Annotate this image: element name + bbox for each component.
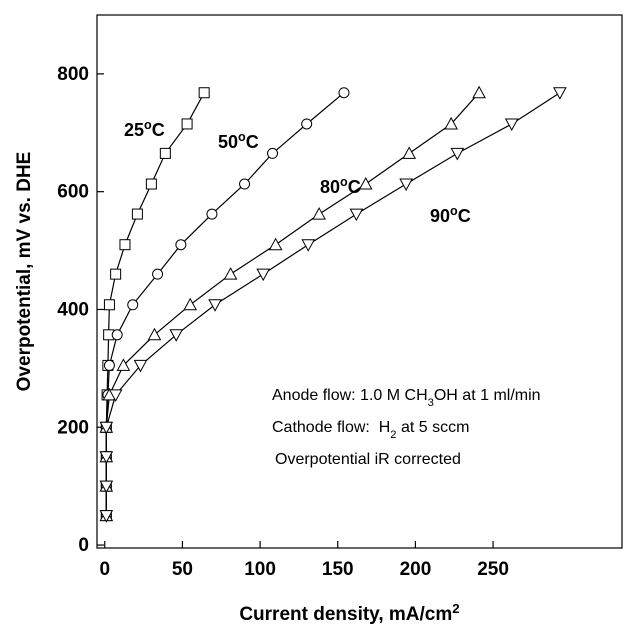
text-run: 90: [430, 206, 450, 226]
marker: [99, 510, 114, 523]
y-tick-label: 0: [78, 535, 89, 556]
marker: [472, 85, 486, 99]
text-run: at 5 sccm: [397, 419, 470, 436]
marker: [152, 268, 164, 280]
marker: [103, 299, 115, 311]
marker: [159, 147, 171, 159]
marker: [312, 207, 326, 220]
marker: [504, 118, 519, 132]
marker: [175, 239, 187, 251]
marker: [239, 178, 251, 190]
text-run: Cathode flow: H: [272, 419, 390, 436]
marker: [133, 359, 148, 373]
x-axis-label: Current density, mA/cm2: [239, 601, 459, 626]
x-tick-label: 150: [322, 559, 354, 580]
marker: [402, 146, 417, 159]
text-run: OH at 1 ml/min: [434, 387, 541, 404]
marker: [169, 329, 184, 342]
series-label: 90oC: [430, 204, 471, 226]
text-run: Anode flow: 1.0 M CH: [272, 387, 428, 404]
marker: [268, 237, 283, 251]
marker: [99, 421, 114, 435]
marker: [338, 87, 350, 99]
text-run: o: [144, 118, 152, 132]
marker: [99, 451, 114, 464]
marker: [183, 297, 198, 311]
marker: [147, 327, 162, 341]
text-run: C: [348, 177, 361, 197]
text-run: 2: [452, 601, 459, 616]
marker: [103, 359, 115, 371]
text-run: 2: [390, 429, 396, 441]
marker: [110, 268, 122, 280]
y-tick-label: 200: [57, 417, 89, 438]
marker: [358, 176, 373, 190]
x-tick-label: 100: [244, 559, 276, 580]
marker: [553, 87, 567, 100]
marker: [116, 358, 131, 371]
y-tick-label: 600: [57, 182, 89, 203]
series-label: 50oC: [218, 130, 259, 152]
annotation: Overpotential iR corrected: [275, 451, 461, 468]
marker: [145, 178, 157, 190]
text-run: 25: [124, 120, 144, 140]
x-tick-label: 0: [99, 559, 110, 580]
marker: [223, 267, 238, 280]
marker: [111, 329, 123, 341]
plot-frame: [96, 14, 623, 549]
annotation: Anode flow: 1.0 M CH3OH at 1 ml/min: [272, 387, 541, 409]
marker: [399, 178, 413, 192]
marker: [131, 208, 143, 220]
marker: [256, 268, 271, 282]
marker: [208, 299, 222, 312]
text-run: 80: [320, 177, 340, 197]
marker: [127, 299, 139, 311]
text-run: 3: [428, 397, 434, 409]
marker: [119, 239, 131, 251]
text-run: o: [450, 204, 458, 218]
marker: [444, 116, 458, 130]
marker: [198, 87, 210, 99]
y-axis-label: Overpotential, mV vs. DHE: [14, 152, 35, 392]
text-run: 50: [218, 132, 238, 152]
marker: [301, 239, 316, 252]
text-run: C: [152, 120, 165, 140]
x-tick-label: 250: [477, 559, 509, 580]
marker: [99, 480, 114, 494]
marker: [301, 118, 313, 130]
marker: [267, 147, 279, 159]
text-run: Current density, mA/cm: [239, 604, 452, 625]
text-run: C: [246, 132, 259, 152]
marker: [450, 147, 465, 161]
text-run: o: [238, 130, 246, 144]
series-label: 25oC: [124, 118, 165, 140]
text-run: Overpotential iR corrected: [275, 451, 461, 468]
marker: [349, 208, 364, 222]
text-run: C: [458, 206, 471, 226]
x-tick-label: 200: [400, 559, 432, 580]
y-tick-label: 800: [57, 64, 89, 85]
marker: [108, 389, 123, 402]
text-run: o: [340, 175, 348, 189]
annotation: Cathode flow: H2 at 5 sccm: [272, 419, 469, 441]
series-label: 80oC: [320, 175, 361, 197]
y-tick-label: 400: [57, 299, 89, 320]
marker: [181, 118, 193, 130]
marker: [206, 208, 218, 220]
x-tick-label: 50: [172, 559, 193, 580]
